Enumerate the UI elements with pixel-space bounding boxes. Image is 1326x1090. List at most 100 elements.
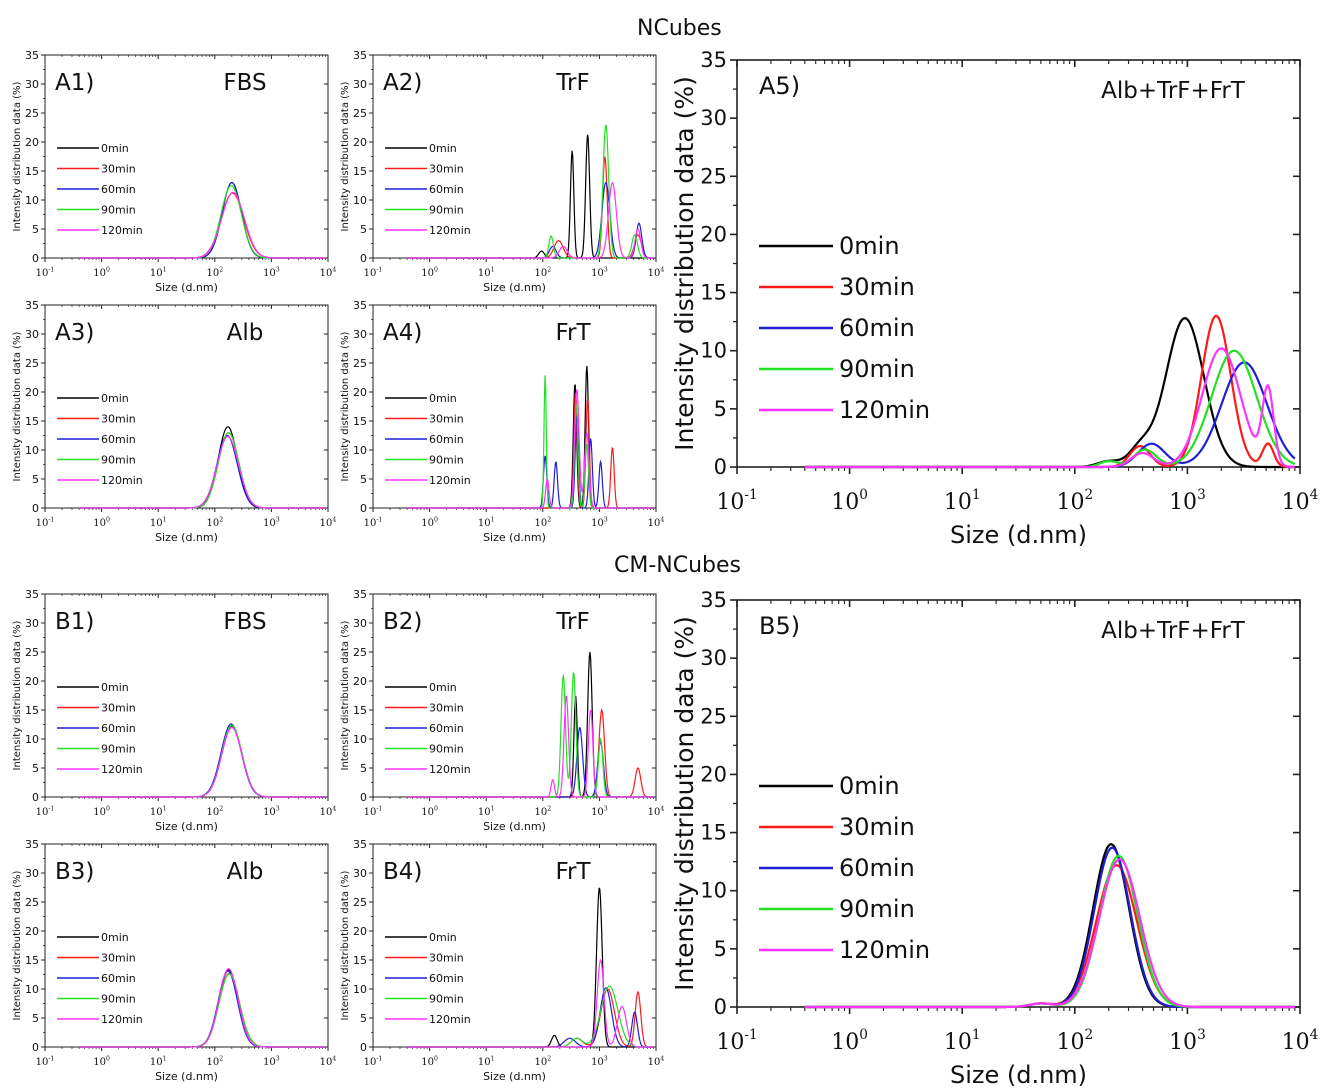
sample-name: FBS <box>223 609 266 635</box>
y-tick-label: 5 <box>32 762 39 775</box>
legend-label: 0min <box>429 392 457 405</box>
legend-label: 90min <box>101 454 136 467</box>
legend-label: 120min <box>101 224 143 237</box>
y-tick-label: 35 <box>353 838 367 851</box>
x-axis-label: Size (d.nm) <box>483 820 546 833</box>
y-tick-label: 20 <box>25 925 39 938</box>
series-line-60min <box>79 434 326 509</box>
y-tick-label: 20 <box>353 675 367 688</box>
legend-label: 30min <box>839 813 915 841</box>
y-tick-label: 30 <box>353 617 367 630</box>
x-tick-label: 101 <box>150 806 167 819</box>
legend-label: 0min <box>101 392 129 405</box>
legend-label: 60min <box>839 854 915 882</box>
sample-name: FrT <box>555 320 591 346</box>
legend-label: 0min <box>101 142 129 155</box>
x-tick-label: 100 <box>421 1056 438 1069</box>
y-tick-label: 25 <box>25 646 39 659</box>
y-tick-label: 30 <box>700 106 727 130</box>
legend-label: 60min <box>101 972 136 985</box>
y-tick-label: 25 <box>700 164 727 188</box>
y-tick-label: 35 <box>25 588 39 601</box>
y-axis-label: Intensity distribution data (%) <box>670 616 699 991</box>
y-tick-label: 5 <box>360 1012 367 1025</box>
series-line-120min <box>804 858 1295 1009</box>
y-axis-label: Intensity distribution data (%) <box>12 81 23 231</box>
series-line-120min <box>79 436 326 509</box>
ncubes-title: NCubes <box>637 16 722 41</box>
y-tick-label: 25 <box>353 357 367 370</box>
x-tick-label: 103 <box>591 1056 608 1069</box>
legend-label: 30min <box>839 273 915 301</box>
plot-frame <box>736 59 1301 468</box>
y-tick-label: 0 <box>32 502 39 515</box>
plot-frame <box>736 599 1301 1008</box>
x-axis-label: Size (d.nm) <box>155 820 218 833</box>
y-tick-label: 30 <box>353 328 367 341</box>
x-axis-label: Size (d.nm) <box>950 1061 1087 1089</box>
sample-name: Alb+TrF+FrT <box>1101 618 1246 644</box>
legend-label: 90min <box>839 895 915 923</box>
series-line-90min <box>79 724 326 798</box>
y-axis-label: Intensity distribution data (%) <box>340 620 351 770</box>
y-tick-label: 0 <box>32 791 39 804</box>
legend-label: 30min <box>101 413 136 426</box>
y-tick-label: 35 <box>25 49 39 62</box>
y-axis-label: Intensity distribution data (%) <box>12 870 23 1020</box>
legend-label: 30min <box>101 163 136 176</box>
x-tick-label: 103 <box>591 517 608 530</box>
panel-label: A5) <box>759 72 800 100</box>
y-tick-label: 0 <box>360 1041 367 1054</box>
y-tick-label: 15 <box>353 415 367 428</box>
x-tick-label: 103 <box>1169 487 1206 515</box>
x-tick-label: 100 <box>421 806 438 819</box>
panel-a2: 0 5 10 15 20 25 30 35 10-1 100 101 102 103 104 Size (d… <box>340 49 664 294</box>
x-tick-label: 103 <box>263 267 280 280</box>
x-tick-label: 103 <box>263 806 280 819</box>
series-line-0min <box>79 725 326 798</box>
panel-b4: 0 5 10 15 20 25 30 35 10-1 100 101 102 103 104 Size (d… <box>340 838 664 1083</box>
legend-label: 60min <box>429 972 464 985</box>
y-tick-label: 0 <box>32 1041 39 1054</box>
legend-label: 120min <box>101 474 143 487</box>
x-tick-label: 103 <box>591 806 608 819</box>
x-tick-label: 100 <box>421 517 438 530</box>
x-tick-label: 104 <box>648 517 665 530</box>
y-tick-label: 35 <box>700 588 727 612</box>
panel-label: A4) <box>383 320 422 346</box>
x-axis-label: Size (d.nm) <box>155 281 218 294</box>
legend-label: 120min <box>429 763 471 776</box>
legend-label: 0min <box>101 681 129 694</box>
sample-name: Alb+TrF+FrT <box>1101 78 1246 104</box>
x-axis-label: Size (d.nm) <box>483 281 546 294</box>
series-line-120min <box>804 347 1295 469</box>
legend-label: 60min <box>839 314 915 342</box>
y-tick-label: 30 <box>700 646 727 670</box>
legend-label: 90min <box>429 204 464 217</box>
y-tick-label: 20 <box>353 386 367 399</box>
y-tick-label: 15 <box>25 954 39 967</box>
y-tick-label: 35 <box>353 588 367 601</box>
x-tick-label: 10-1 <box>36 267 55 280</box>
legend-label: 0min <box>429 142 457 155</box>
x-tick-label: 102 <box>534 806 551 819</box>
sample-name: TrF <box>555 609 589 635</box>
y-tick-label: 10 <box>353 194 367 207</box>
legend-label: 30min <box>429 163 464 176</box>
x-tick-label: 101 <box>150 267 167 280</box>
x-tick-label: 100 <box>831 487 868 515</box>
y-axis-label: Intensity distribution data (%) <box>12 331 23 481</box>
series-line-120min <box>79 726 326 798</box>
x-axis-label: Size (d.nm) <box>950 521 1087 549</box>
y-tick-label: 35 <box>700 48 727 72</box>
legend-label: 0min <box>101 931 129 944</box>
y-tick-label: 5 <box>32 1012 39 1025</box>
x-tick-label: 104 <box>648 1056 665 1069</box>
y-axis-label: Intensity distribution data (%) <box>340 81 351 231</box>
sample-name: FBS <box>223 70 266 96</box>
y-tick-label: 0 <box>360 502 367 515</box>
x-tick-label: 102 <box>206 267 223 280</box>
legend-label: 60min <box>429 722 464 735</box>
legend-label: 60min <box>101 433 136 446</box>
sample-name: FrT <box>555 859 591 885</box>
